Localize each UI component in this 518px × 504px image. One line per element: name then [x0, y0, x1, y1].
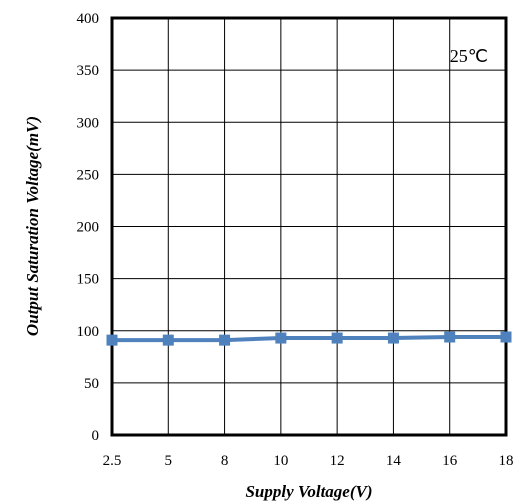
x-tick-label: 8: [221, 453, 229, 469]
series-group: [106, 331, 512, 346]
data-point-marker: [387, 332, 399, 344]
y-tick-label: 50: [84, 376, 99, 392]
data-point-marker: [275, 332, 287, 344]
y-tick-label: 200: [77, 220, 100, 236]
x-axis-ticks: 2.5 5 8 10 12 14 16 18: [103, 453, 514, 469]
x-tick-label: 2.5: [103, 453, 122, 469]
x-tick-label: 10: [273, 453, 288, 469]
x-axis-title: Supply Voltage(V): [245, 482, 372, 501]
y-tick-label: 100: [77, 324, 100, 340]
y-tick-label: 400: [77, 11, 100, 27]
y-tick-label: 300: [77, 115, 100, 131]
data-point-marker: [444, 331, 456, 343]
data-point-marker: [331, 332, 343, 344]
data-point-marker: [219, 334, 231, 346]
data-point-marker: [162, 334, 174, 346]
y-tick-label: 350: [77, 63, 100, 79]
y-tick-label: 150: [77, 272, 100, 288]
x-tick-label: 16: [442, 453, 458, 469]
data-point-marker: [500, 331, 512, 343]
x-tick-label: 14: [386, 453, 402, 469]
x-tick-label: 12: [330, 453, 345, 469]
y-tick-label: 0: [92, 428, 100, 444]
plot-border: [110, 16, 508, 437]
x-tick-label: 18: [499, 453, 514, 469]
series-line: [112, 335, 506, 343]
temperature-annotation: 25℃: [450, 46, 488, 66]
x-tick-label: 5: [165, 453, 173, 469]
y-tick-label: 250: [77, 167, 100, 183]
data-point-marker: [106, 334, 118, 346]
y-axis-ticks: 0 50 100 150 200 250 300 350 400: [77, 11, 100, 444]
y-axis-title: Output Saturation Voltage(mV): [23, 116, 42, 336]
